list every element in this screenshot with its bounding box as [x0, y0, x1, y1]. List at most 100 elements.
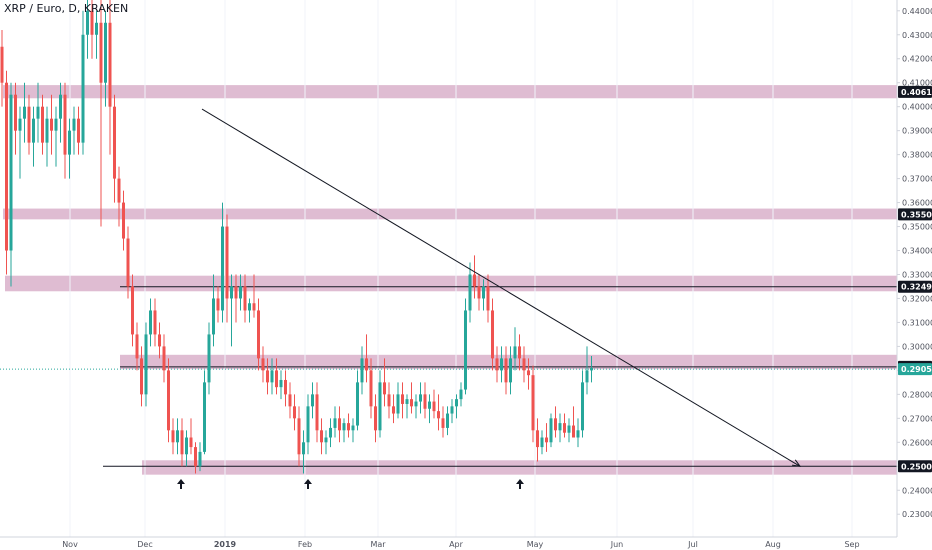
candle-body	[144, 334, 148, 395]
arrow-up-icon	[177, 479, 185, 484]
candle-body	[162, 346, 166, 371]
candle-body	[464, 310, 467, 390]
candle-body	[369, 370, 373, 407]
candle-body	[419, 394, 422, 402]
candle-body	[405, 399, 409, 404]
candle-body	[284, 379, 287, 395]
candle-body	[518, 346, 521, 359]
candle-body	[414, 401, 418, 407]
candle-body	[90, 10, 94, 35]
candle-body	[581, 382, 584, 431]
x-tick-label: 2019	[214, 540, 237, 549]
candle-body	[275, 370, 278, 388]
arrow-up-icon	[304, 479, 312, 484]
y-tick-label: 0.41000	[902, 79, 932, 88]
candle-body	[77, 118, 80, 143]
candle-body	[266, 370, 269, 383]
y-tick-label: 0.39000	[902, 127, 932, 136]
candle-body	[509, 358, 512, 383]
trend-line	[201, 108, 801, 467]
candle-body	[527, 370, 530, 376]
candle-body	[311, 394, 314, 407]
candle-body	[243, 286, 247, 311]
y-tick-label: 0.37000	[902, 175, 932, 184]
candle-body	[333, 418, 337, 428]
candle-body	[563, 423, 566, 433]
y-tick-label: 0.27000	[902, 414, 932, 423]
resistance-zone	[3, 85, 897, 99]
candle-body	[234, 286, 238, 299]
candle-body	[513, 346, 517, 359]
x-tick-label: May	[527, 540, 544, 549]
x-tick-label: Jun	[610, 540, 624, 549]
candle-body	[257, 310, 260, 359]
candle-body	[207, 334, 211, 383]
candle-body	[9, 94, 13, 251]
price-label-box	[898, 85, 932, 98]
candle-body	[392, 406, 395, 414]
price-label-box	[898, 208, 932, 221]
candle-body	[252, 303, 256, 311]
y-tick-label: 0.31000	[902, 318, 932, 327]
candle-body	[374, 406, 377, 431]
candle-body	[198, 451, 202, 467]
candle-body	[54, 118, 58, 131]
candle-body	[41, 106, 44, 143]
y-tick-label: 0.35000	[902, 223, 932, 232]
candle-body	[216, 298, 220, 311]
candle-body	[194, 447, 197, 467]
x-tick-label: Aug	[765, 540, 781, 549]
candle-body	[180, 430, 184, 455]
candle-body	[167, 370, 170, 431]
y-tick-label: 0.30000	[902, 342, 932, 351]
candle-body	[99, 22, 103, 83]
candle-body	[288, 394, 292, 407]
candle-body	[459, 389, 463, 400]
candle-body	[189, 437, 193, 448]
candle-body	[549, 418, 553, 443]
candle-body	[86, 10, 89, 35]
price-label: 0.40617	[901, 88, 932, 97]
candle-body	[351, 425, 355, 431]
candle-body	[315, 394, 319, 431]
candle-body	[59, 94, 62, 119]
candle-body	[126, 238, 130, 287]
candle-body	[95, 22, 98, 35]
candle-body	[0, 46, 4, 83]
candle-body	[104, 22, 107, 83]
candle-body	[230, 286, 233, 299]
y-tick-label: 0.26000	[902, 438, 932, 447]
candle-body	[396, 394, 400, 414]
candle-body	[63, 94, 67, 155]
candle-body	[540, 437, 544, 448]
candle-body	[18, 118, 22, 131]
candle-body	[504, 358, 508, 383]
y-tick-label: 0.23000	[902, 510, 932, 519]
candle-body	[50, 118, 53, 131]
candle-body	[45, 118, 49, 143]
resistance-zone	[120, 354, 897, 370]
price-label-box	[898, 280, 932, 293]
candle-body	[347, 423, 350, 431]
candle-body	[531, 375, 535, 431]
y-tick-label: 0.28000	[902, 390, 932, 399]
y-tick-label: 0.32000	[902, 294, 932, 303]
x-tick-label: Nov	[62, 540, 78, 549]
candle-body	[522, 358, 526, 371]
price-label: 0.29054	[901, 365, 932, 374]
candle-body	[248, 303, 251, 311]
candle-body	[455, 399, 458, 407]
candle-body	[135, 334, 139, 359]
candle-body	[554, 418, 557, 431]
candle-body	[536, 430, 539, 448]
resistance-zone	[142, 460, 897, 475]
candle-body	[473, 274, 476, 287]
candle-body	[486, 286, 490, 311]
candle-body	[153, 310, 157, 335]
resistance-zone	[3, 208, 897, 220]
candle-body	[140, 358, 143, 395]
candle-body	[261, 358, 265, 371]
candle-body	[477, 286, 481, 299]
